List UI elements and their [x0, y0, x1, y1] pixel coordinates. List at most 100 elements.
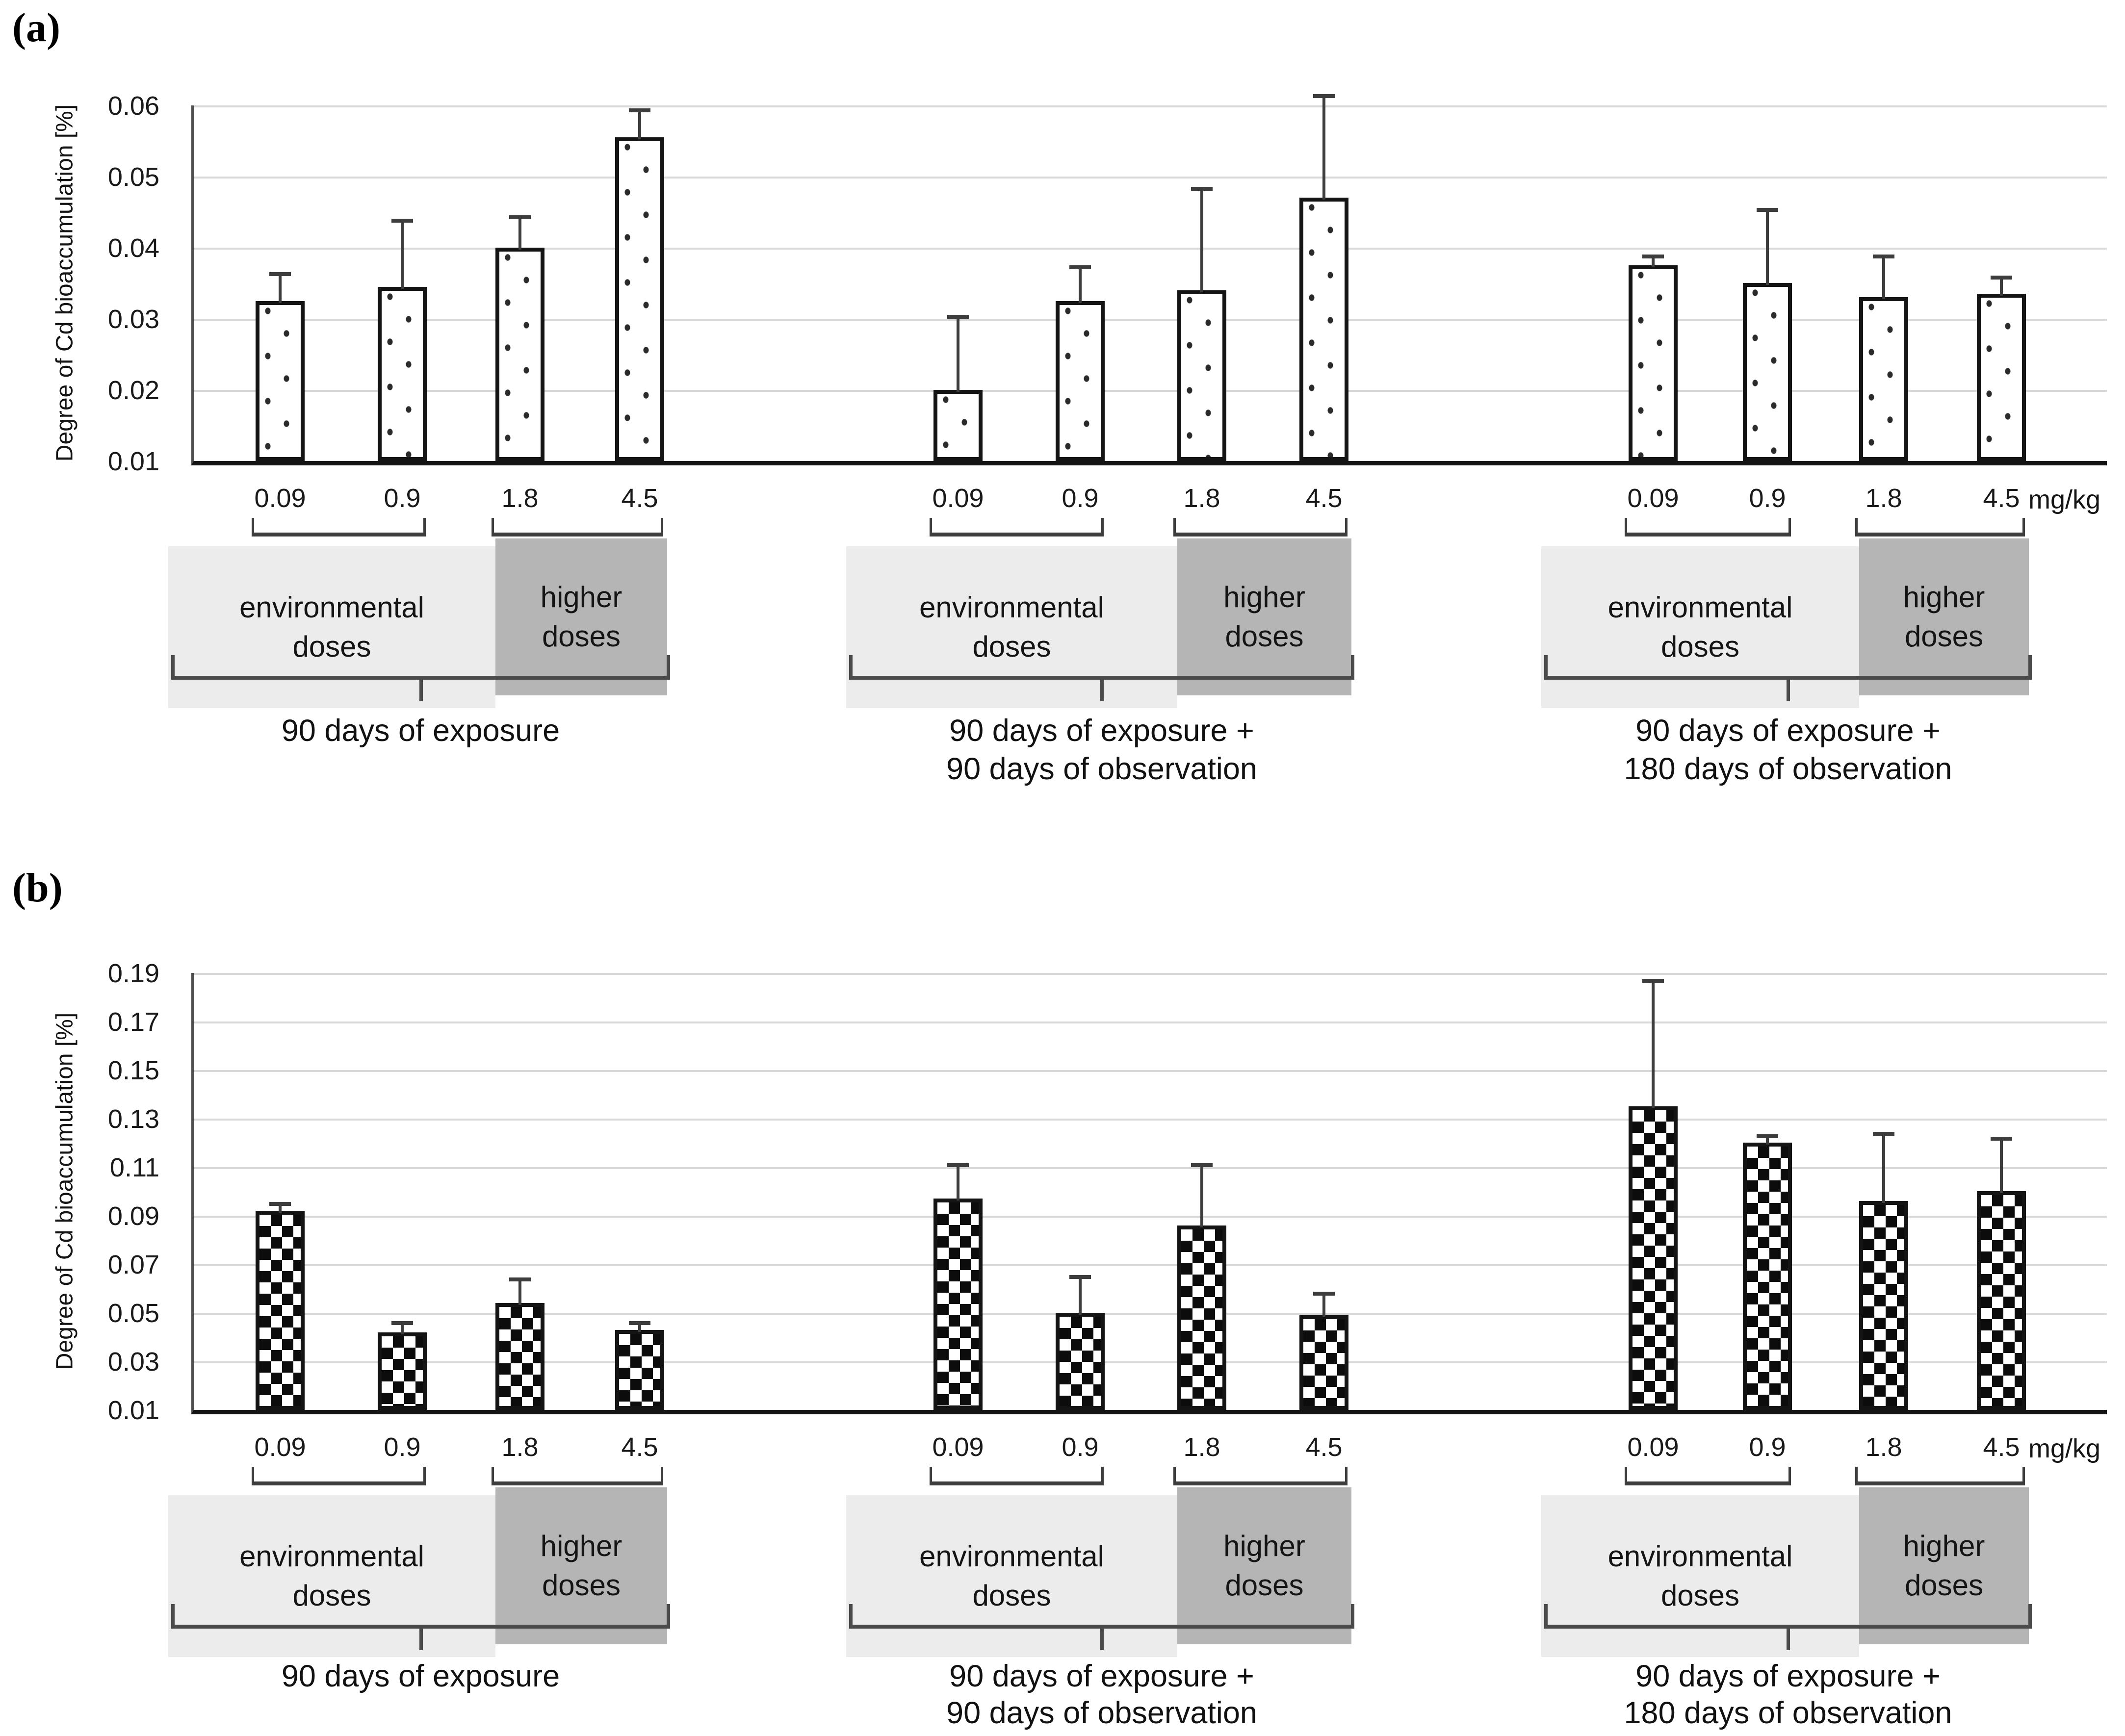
dose-zone-label-line: doses	[972, 1579, 1051, 1612]
bar-0.09-group1	[256, 1211, 305, 1410]
dose-zone-label-line: doses	[542, 1569, 621, 1602]
y-tick-label: 0.13	[107, 1104, 159, 1134]
dose-zone-label-line: doses	[292, 630, 371, 663]
bar-4.5-group2	[1299, 198, 1348, 461]
error-bar-cap	[269, 1202, 291, 1206]
group-bracket-tick	[1787, 1625, 1790, 1650]
dose-pair-bracket	[1173, 1467, 1348, 1485]
dose-label: 1.8	[501, 1432, 539, 1462]
bar-0.09-group3	[1629, 1106, 1678, 1410]
environmental-doses-box: environmental doses	[1541, 546, 1859, 708]
dose-zone-label-line: higher	[1223, 1530, 1305, 1562]
error-bar-cap	[1642, 979, 1664, 983]
group-duration-label: 90 days of observation	[946, 752, 1257, 786]
error-bar-cap	[1313, 94, 1335, 98]
dose-label: 0.09	[254, 484, 306, 513]
error-bar-cap	[1642, 255, 1664, 258]
group-bracket-tick	[1544, 655, 1548, 680]
dose-label: 0.09	[932, 484, 984, 513]
error-bar-cap	[1757, 208, 1778, 212]
group-bracket-tick	[171, 1604, 175, 1629]
bar-4.5-group1	[615, 1330, 664, 1410]
dose-label: 1.8	[1183, 484, 1220, 513]
dose-zone-label-line: environmental	[239, 1540, 424, 1573]
higher-doses-box: higher doses	[1177, 538, 1351, 695]
dose-label: 1.8	[1865, 1432, 1902, 1462]
bar-4.5-group1	[615, 137, 664, 461]
error-bar-cap	[391, 219, 413, 223]
group-duration-label: 180 days of observation	[1624, 752, 1952, 786]
dose-label: 0.09	[1627, 1432, 1679, 1462]
dose-label: 0.09	[1627, 484, 1679, 513]
error-bar-cap	[391, 1321, 413, 1325]
dose-zone-label-line: doses	[1904, 1569, 1984, 1602]
dose-label: 4.5	[1305, 1432, 1343, 1462]
error-bar-line	[1079, 1279, 1082, 1315]
error-bar-line	[1652, 983, 1655, 1108]
group-bracket-tick	[1544, 1604, 1548, 1629]
error-bar-line	[518, 219, 521, 250]
error-bar-line	[401, 1325, 404, 1334]
panel-b-plot-area: 0.19 0.17 0.15 0.13 0.11 0.09 0.07 0.05 0.03 0.01…	[108, 959, 2107, 1730]
y-tick-label: 0.03	[107, 305, 159, 334]
group-bracket-tick	[419, 676, 423, 701]
y-tick-label: 0.03	[107, 1347, 159, 1377]
error-bar-cap	[1191, 1163, 1213, 1167]
bar-1.8-group2	[1177, 290, 1226, 461]
group-duration-label: 90 days of exposure	[281, 714, 560, 748]
bar-4.5-group3	[1977, 294, 2026, 461]
error-bar-line	[1079, 269, 1082, 303]
dose-label: 1.8	[1865, 484, 1902, 513]
y-tick-label: 0.01	[107, 1396, 159, 1425]
group-bracket-tick	[667, 1604, 670, 1629]
y-tick-label: 0.11	[109, 1153, 159, 1182]
dose-label: 0.9	[384, 1432, 421, 1462]
y-tick-label: 0.07	[107, 1250, 159, 1279]
y-tick-label: 0.06	[107, 91, 159, 121]
dose-pair-bracket	[492, 1467, 663, 1485]
bar-4.5-group3	[1977, 1191, 2026, 1410]
error-bar-cap	[629, 108, 650, 112]
environmental-doses-box: environmental doses	[168, 546, 495, 708]
y-tick-label: 0.01	[107, 447, 159, 476]
group-duration-label: 90 days of exposure +	[1635, 1659, 1941, 1693]
panel-a-y-axis-title: Degree of Cd bioaccumulation [%]	[52, 104, 78, 462]
bar-0.09-group3	[1629, 265, 1678, 461]
error-bar-cap	[1873, 1132, 1894, 1136]
error-bar-cap	[1191, 187, 1213, 191]
error-bar-line	[638, 112, 641, 139]
error-bar-line	[1322, 1296, 1325, 1317]
group-bracket-tick	[667, 655, 670, 680]
environmental-doses-box: environmental doses	[1541, 1495, 1859, 1657]
bar-0.09-group2	[933, 1199, 983, 1410]
group-bracket-tick	[2028, 655, 2032, 680]
dose-zone-label-line: doses	[542, 620, 621, 653]
group-duration-label: 90 days of exposure +	[949, 1659, 1254, 1693]
error-bar-line	[1322, 98, 1325, 200]
x-axis-unit-label: mg/kg	[2028, 485, 2101, 514]
dose-zone-label-line: higher	[540, 1530, 622, 1562]
error-bar-cap	[947, 315, 969, 319]
dose-pair-bracket	[1855, 518, 2025, 536]
group-duration-label: 90 days of exposure +	[1635, 714, 1941, 748]
error-bar-line	[1882, 1136, 1885, 1203]
dose-label: 4.5	[621, 484, 658, 513]
bar-0.9-group1	[378, 287, 427, 461]
error-bar-line	[2000, 1141, 2003, 1193]
environmental-doses-box: environmental doses	[846, 546, 1177, 708]
error-bar-line	[279, 1206, 282, 1213]
group-bracket-tick	[1351, 1604, 1354, 1629]
dose-label: 1.8	[501, 484, 539, 513]
higher-doses-box: higher doses	[1859, 1487, 2029, 1644]
panel-a-tag: (a)	[12, 5, 60, 51]
dose-zone-label-line: environmental	[239, 591, 424, 624]
error-bar-line	[518, 1281, 521, 1305]
dose-zone-label-line: doses	[292, 1579, 371, 1612]
error-bar-line	[1766, 212, 1769, 285]
error-bar-line	[1882, 258, 1885, 299]
y-tick-label: 0.05	[107, 162, 159, 192]
group-bracket-tick	[1351, 655, 1354, 680]
error-bar-line	[401, 223, 404, 289]
error-bar-line	[2000, 280, 2003, 296]
group-bracket-tick	[1100, 676, 1104, 701]
